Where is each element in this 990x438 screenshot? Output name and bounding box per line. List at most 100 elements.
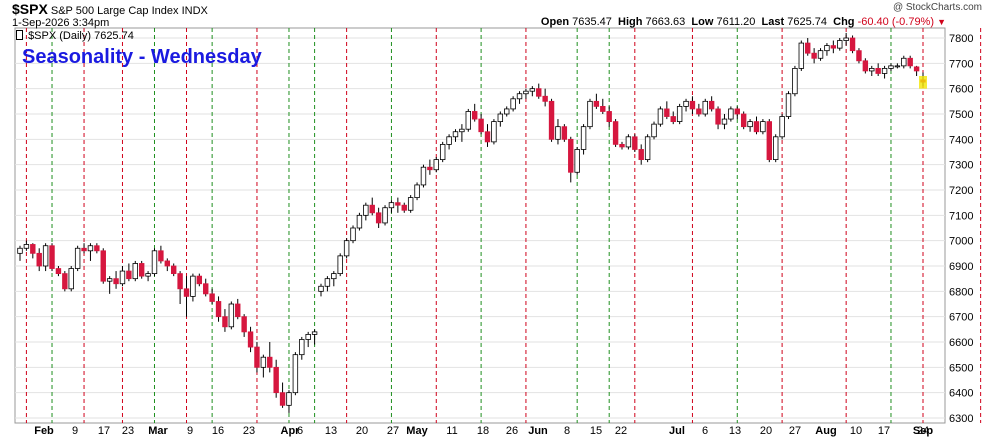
candle-body: [875, 68, 881, 74]
candle-body: [702, 100, 708, 115]
x-tick-label: 20: [356, 425, 368, 437]
watermark: @ StockCharts.com: [892, 2, 982, 13]
candle-body: [728, 108, 734, 120]
candle-body: [49, 245, 55, 269]
candle-body: [170, 265, 177, 274]
last-value: 7625.74: [787, 16, 827, 28]
candle-body: [158, 250, 164, 262]
last-label: Last: [761, 16, 785, 28]
legend: $SPX (Daily) 7625.74: [16, 30, 134, 42]
candle-body: [817, 50, 824, 59]
candle-body: [267, 356, 273, 368]
candle-body: [190, 275, 196, 297]
candle-body: [625, 136, 632, 148]
candle-body: [375, 212, 382, 224]
open-label: Open: [540, 16, 570, 28]
price-stats: Open 7635.47 High 7663.63 Low 7611.20 La…: [541, 16, 946, 28]
x-tick-label: 27: [789, 425, 801, 437]
y-tick-label: 6300: [949, 413, 973, 425]
chg-label: Chg: [833, 16, 855, 28]
high-label: High: [618, 16, 643, 28]
candle-body: [862, 60, 869, 72]
index-name: S&P 500 Large Cap Index: [50, 5, 179, 17]
candle-body: [151, 250, 158, 275]
x-tick-label: 11: [446, 425, 457, 437]
x-tick-label: Jul: [669, 425, 685, 437]
candle-body: [644, 136, 651, 161]
candle-body: [792, 68, 798, 95]
candle-body: [510, 98, 516, 110]
candle-body: [805, 42, 811, 54]
candle-body: [913, 66, 920, 72]
down-arrow-icon: ▼: [937, 17, 946, 27]
candle-body: [708, 100, 715, 110]
candle-body: [42, 245, 49, 267]
candle-body: [30, 244, 36, 254]
candle-body: [273, 366, 279, 394]
candle-body: [23, 244, 30, 249]
candle-body: [811, 52, 817, 59]
candle-body: [478, 118, 484, 133]
candle-body: [651, 123, 657, 138]
candle-body: [612, 121, 619, 145]
candle-body: [504, 108, 510, 115]
candle-body: [324, 278, 331, 287]
x-tick-label: 13: [325, 425, 337, 437]
candle-body: [113, 278, 119, 285]
x-tick-label: Apr: [281, 425, 301, 437]
x-tick-label: 9: [187, 425, 193, 437]
candle-body: [36, 252, 42, 267]
y-tick-label: 7700: [949, 58, 973, 70]
candle-body: [747, 121, 753, 128]
candle-body: [311, 331, 318, 335]
candle-body: [555, 126, 561, 140]
candle-body: [439, 143, 446, 160]
x-tick-label: Sep: [913, 425, 933, 437]
candle-body: [484, 131, 491, 143]
y-tick-label: 6800: [949, 286, 973, 298]
candle-body: [721, 118, 728, 125]
candle-body: [401, 204, 407, 211]
y-tick-label: 7200: [949, 185, 973, 197]
candle-body: [881, 68, 888, 74]
chg-value: -60.40 (-0.79%): [857, 16, 935, 28]
y-tick-label: 7300: [949, 160, 973, 172]
candle-body: [305, 333, 311, 340]
candle-body: [106, 278, 113, 282]
x-tick-label: 6: [297, 425, 303, 437]
symbol: $SPX: [12, 1, 48, 17]
candle-body: [382, 207, 388, 224]
candle-body: [100, 250, 106, 282]
y-tick-label: 6700: [949, 312, 973, 324]
candle-body: [356, 214, 363, 229]
candle-body: [62, 273, 68, 290]
x-tick-label: Jun: [528, 425, 548, 437]
candle-body: [459, 128, 465, 133]
x-tick-label: 22: [615, 425, 627, 437]
candle-body: [632, 136, 638, 150]
candle-body: [689, 100, 696, 110]
candle-body: [388, 202, 395, 209]
candle-body: [55, 268, 62, 274]
candle-body: [600, 106, 606, 112]
candle-body: [664, 108, 670, 117]
candle-body: [740, 113, 747, 128]
x-tick-label: 26: [506, 425, 518, 437]
candle-body: [580, 126, 587, 150]
x-tick-label: 23: [243, 425, 255, 437]
candle-body: [785, 93, 792, 117]
candle-body: [299, 339, 305, 356]
y-tick-label: 6500: [949, 362, 973, 374]
candle-body: [587, 100, 593, 128]
candle-body: [830, 45, 837, 49]
candle-body: [548, 100, 555, 140]
candle-body: [254, 346, 260, 368]
candle-body: [536, 88, 542, 97]
candle-body: [529, 88, 536, 92]
candle-body: [331, 273, 337, 280]
x-tick-label: 23: [122, 425, 134, 437]
candle-body: [593, 100, 600, 107]
y-tick-label: 7400: [949, 134, 973, 146]
x-tick-label: 17: [98, 425, 110, 437]
